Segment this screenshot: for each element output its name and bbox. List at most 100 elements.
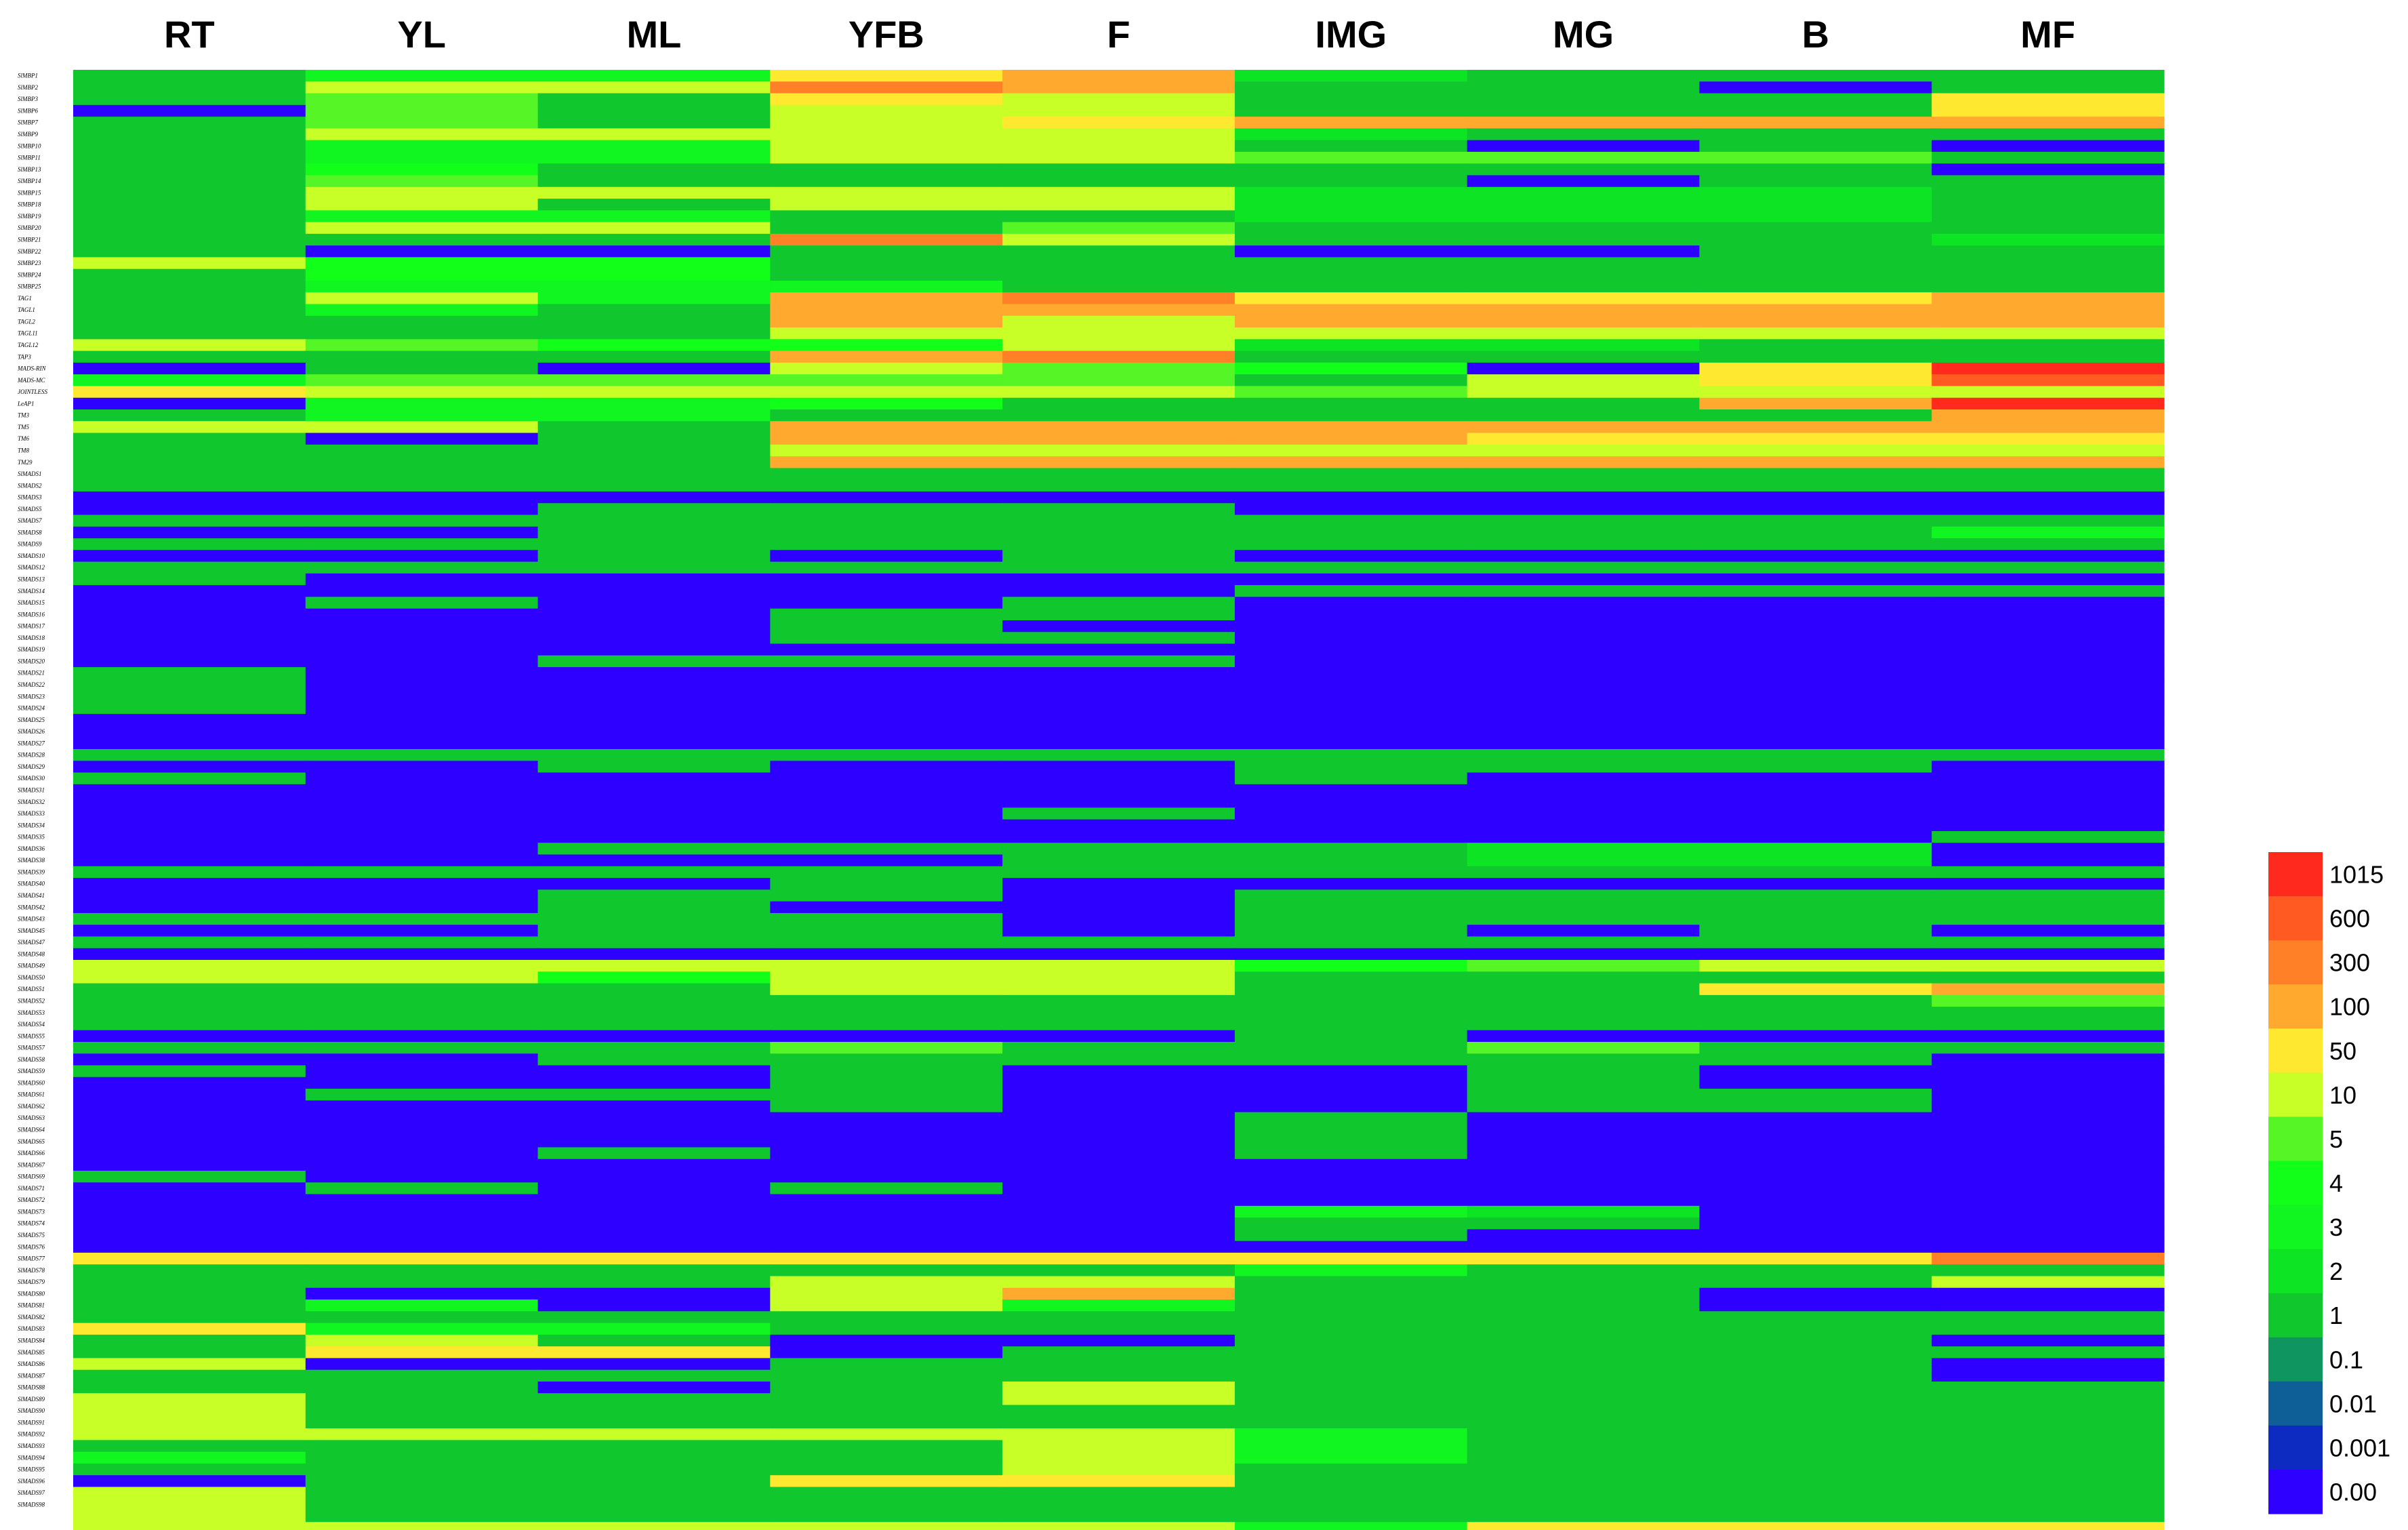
heatmap-cell bbox=[1234, 550, 1468, 563]
row-label: SlMADS43 bbox=[18, 916, 45, 923]
heatmap-cell bbox=[1002, 503, 1236, 516]
heatmap-cell bbox=[537, 772, 771, 785]
heatmap-cell bbox=[73, 1498, 306, 1511]
heatmap-cell bbox=[1234, 199, 1468, 211]
heatmap-cell bbox=[1467, 901, 1700, 914]
heatmap-cell bbox=[770, 1522, 1003, 1530]
heatmap-cell bbox=[537, 830, 771, 843]
heatmap-cell bbox=[305, 632, 539, 645]
heatmap-cell bbox=[1002, 948, 1236, 961]
heatmap-cell bbox=[1002, 1334, 1236, 1347]
heatmap-cell bbox=[537, 409, 771, 422]
row-label: SlMADS14 bbox=[18, 588, 45, 595]
heatmap-cell bbox=[770, 561, 1003, 574]
heatmap-cell bbox=[1467, 983, 1700, 996]
heatmap-cell bbox=[73, 468, 306, 481]
heatmap-cell bbox=[537, 468, 771, 481]
heatmap-cell bbox=[1002, 280, 1236, 293]
heatmap-cell bbox=[73, 1510, 306, 1523]
row-label: SlMADS47 bbox=[18, 939, 45, 946]
heatmap-cell bbox=[1699, 1229, 1932, 1242]
heatmap-cell bbox=[1932, 936, 2165, 949]
heatmap-cell bbox=[1002, 1264, 1236, 1277]
heatmap-cell bbox=[770, 409, 1003, 422]
heatmap-cell bbox=[1699, 304, 1932, 317]
heatmap-cell bbox=[770, 1346, 1003, 1359]
heatmap-cell bbox=[770, 339, 1003, 352]
heatmap-cell bbox=[73, 1487, 306, 1499]
heatmap-cell bbox=[1467, 280, 1700, 293]
heatmap-cell bbox=[770, 1135, 1003, 1148]
heatmap-cell bbox=[770, 199, 1003, 211]
heatmap-cell bbox=[305, 761, 539, 773]
heatmap-cell bbox=[305, 1300, 539, 1312]
heatmap-cell bbox=[1002, 597, 1236, 609]
heatmap-cell bbox=[73, 280, 306, 293]
heatmap-cell bbox=[73, 994, 306, 1007]
heatmap-cell bbox=[1932, 339, 2165, 352]
heatmap-cell bbox=[305, 866, 539, 879]
heatmap-cell bbox=[305, 1194, 539, 1207]
row-label: SlMBP6 bbox=[18, 107, 38, 114]
heatmap-cell bbox=[537, 948, 771, 961]
heatmap-cell bbox=[73, 761, 306, 773]
heatmap-cell bbox=[537, 175, 771, 188]
heatmap-cell bbox=[1932, 1522, 2165, 1530]
heatmap-cell bbox=[537, 1123, 771, 1136]
heatmap-cell bbox=[1467, 702, 1700, 714]
heatmap-cell bbox=[537, 1264, 771, 1277]
heatmap-cell bbox=[1002, 1276, 1236, 1289]
heatmap-cell bbox=[537, 714, 771, 727]
heatmap-cell bbox=[305, 1522, 539, 1530]
heatmap-cell bbox=[537, 1217, 771, 1230]
heatmap-cell bbox=[1002, 479, 1236, 492]
heatmap-cell bbox=[770, 866, 1003, 879]
heatmap-cell bbox=[537, 1018, 771, 1031]
row-label: SlMADS74 bbox=[18, 1220, 45, 1227]
heatmap-cell bbox=[770, 1498, 1003, 1511]
heatmap-cell bbox=[1234, 1346, 1468, 1359]
heatmap-cell bbox=[305, 960, 539, 972]
heatmap-cell bbox=[1002, 1287, 1236, 1300]
heatmap-cell bbox=[305, 1416, 539, 1429]
heatmap-cell bbox=[73, 1170, 306, 1183]
heatmap-cell bbox=[1234, 1451, 1468, 1464]
heatmap-cell bbox=[1467, 1205, 1700, 1218]
heatmap-cell bbox=[1234, 878, 1468, 890]
row-label: SlMBP3 bbox=[18, 96, 38, 102]
heatmap-cell bbox=[1467, 1323, 1700, 1335]
heatmap-cell bbox=[305, 1217, 539, 1230]
heatmap-cell bbox=[305, 304, 539, 317]
heatmap-cell bbox=[1699, 643, 1932, 656]
heatmap-cell bbox=[1699, 1323, 1932, 1335]
heatmap-cell bbox=[1002, 608, 1236, 621]
heatmap-cell bbox=[1467, 175, 1700, 188]
heatmap-cell bbox=[537, 1463, 771, 1476]
heatmap-cell bbox=[1467, 1147, 1700, 1160]
legend-label: 2 bbox=[2329, 1257, 2343, 1285]
heatmap-cell bbox=[73, 1346, 306, 1359]
heatmap-cell bbox=[73, 878, 306, 890]
heatmap-cell bbox=[537, 912, 771, 925]
row-label: TM5 bbox=[18, 424, 30, 430]
heatmap-cell bbox=[1932, 292, 2165, 305]
heatmap-cell bbox=[1699, 1276, 1932, 1289]
heatmap-cell bbox=[1932, 1451, 2165, 1464]
heatmap-cell bbox=[73, 93, 306, 106]
heatmap-cell bbox=[537, 807, 771, 820]
heatmap-cell bbox=[305, 1182, 539, 1195]
legend-label: 4 bbox=[2329, 1169, 2343, 1197]
heatmap-cell bbox=[1234, 690, 1468, 703]
heatmap-cell bbox=[73, 409, 306, 422]
legend-label: 0.1 bbox=[2329, 1346, 2363, 1373]
row-label: SlMADS25 bbox=[18, 717, 45, 723]
heatmap-cell bbox=[1002, 233, 1236, 246]
heatmap-cell bbox=[770, 315, 1003, 328]
heatmap-cell bbox=[1932, 925, 2165, 938]
heatmap-cell bbox=[537, 186, 771, 199]
row-label: SlMADS38 bbox=[18, 857, 45, 864]
heatmap-cell bbox=[305, 1276, 539, 1289]
row-label: SlMADS53 bbox=[18, 1009, 45, 1016]
heatmap-cell bbox=[1699, 620, 1932, 632]
heatmap-cell bbox=[1932, 1112, 2165, 1125]
